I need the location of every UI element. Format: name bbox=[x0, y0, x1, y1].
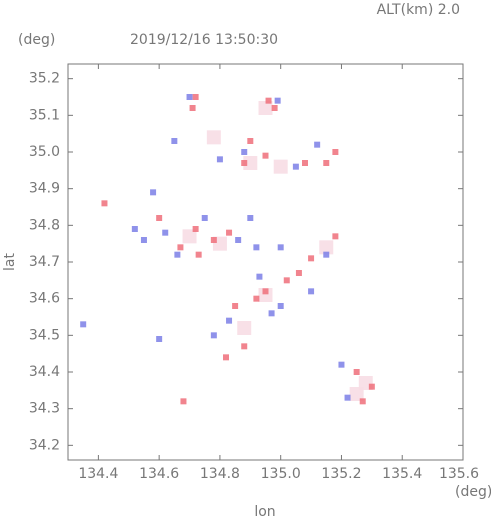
echo-point bbox=[192, 94, 199, 100]
echo-point bbox=[131, 226, 138, 232]
echo-point bbox=[223, 354, 229, 361]
echo-point bbox=[182, 229, 197, 244]
echo-point bbox=[243, 156, 258, 170]
y-tick-label: 34.3 bbox=[29, 401, 60, 417]
echo-point bbox=[258, 288, 273, 302]
echo-point bbox=[80, 321, 87, 328]
echo-point bbox=[332, 233, 339, 240]
echo-point bbox=[140, 237, 147, 243]
echo-point bbox=[235, 237, 242, 243]
x-tick-label: 134.6 bbox=[139, 466, 179, 482]
x-tick-label: 135.0 bbox=[261, 466, 301, 482]
y-tick-label: 34.8 bbox=[29, 217, 60, 233]
echo-point bbox=[186, 94, 193, 100]
y-tick-label: 35.1 bbox=[29, 107, 60, 123]
echo-point bbox=[323, 160, 330, 166]
echo-point bbox=[308, 255, 315, 262]
echo-point bbox=[368, 383, 375, 390]
echo-point bbox=[216, 156, 223, 163]
echo-point bbox=[258, 101, 273, 115]
echo-point bbox=[338, 361, 345, 368]
echo-point bbox=[277, 303, 284, 309]
echo-point bbox=[241, 343, 248, 350]
echo-point bbox=[226, 317, 233, 324]
echo-point bbox=[226, 229, 233, 236]
echo-point bbox=[156, 215, 163, 221]
echo-point bbox=[295, 270, 302, 276]
echo-point bbox=[262, 288, 269, 295]
echo-point bbox=[283, 277, 290, 284]
echo-point bbox=[162, 229, 169, 236]
y-tick-label: 34.7 bbox=[29, 254, 60, 270]
x-tick-label: 134.4 bbox=[78, 466, 118, 482]
echo-point bbox=[174, 251, 181, 258]
echo-point bbox=[237, 321, 252, 335]
echo-point bbox=[277, 244, 284, 251]
echo-point bbox=[344, 394, 351, 401]
echo-point bbox=[253, 244, 260, 251]
echo-point bbox=[232, 303, 239, 309]
x-axis-label: lon bbox=[254, 504, 275, 520]
y-tick-label: 34.4 bbox=[29, 364, 60, 380]
echo-point bbox=[241, 149, 248, 155]
echo-point bbox=[171, 138, 178, 144]
echo-point bbox=[189, 105, 196, 111]
chart-title: 2019/12/16 13:50:30 bbox=[130, 32, 278, 48]
echo-point bbox=[101, 200, 108, 207]
echo-point bbox=[359, 398, 366, 405]
echo-point bbox=[268, 310, 275, 317]
echo-point bbox=[271, 105, 278, 111]
echo-point bbox=[201, 215, 208, 221]
echo-point bbox=[302, 160, 308, 166]
y-tick-label: 34.9 bbox=[29, 181, 60, 197]
echo-point bbox=[349, 387, 364, 401]
echo-point bbox=[206, 130, 221, 145]
echo-point bbox=[156, 336, 163, 342]
x-unit: (deg) bbox=[455, 484, 491, 500]
altitude-label: ALT(km) 2.0 bbox=[377, 2, 460, 18]
x-tick-label: 134.8 bbox=[200, 466, 240, 482]
x-tick-label: 135.6 bbox=[439, 466, 479, 482]
echo-point bbox=[210, 237, 217, 243]
y-axis-label: lat bbox=[2, 253, 18, 271]
y-tick-label: 34.6 bbox=[29, 291, 60, 307]
x-tick-label: 135.2 bbox=[321, 466, 361, 482]
echo-point bbox=[308, 288, 315, 295]
y-tick-label: 34.5 bbox=[29, 327, 60, 343]
echo-point bbox=[253, 295, 260, 302]
echo-point bbox=[180, 398, 187, 405]
echo-point bbox=[192, 226, 199, 232]
x-tick-label: 135.4 bbox=[382, 466, 422, 482]
echo-point bbox=[177, 244, 184, 251]
echo-point bbox=[332, 149, 339, 155]
y-tick-label: 35.0 bbox=[29, 144, 60, 160]
echo-point bbox=[247, 138, 254, 144]
echo-point bbox=[273, 159, 288, 174]
echo-point bbox=[265, 97, 272, 104]
y-unit: (deg) bbox=[18, 32, 55, 48]
y-tick-label: 35.2 bbox=[29, 71, 60, 87]
plot-frame bbox=[67, 63, 464, 461]
echo-point bbox=[319, 240, 334, 255]
echo-point bbox=[210, 332, 217, 339]
echo-point bbox=[292, 163, 299, 170]
echo-point bbox=[323, 251, 330, 258]
echo-point bbox=[247, 215, 254, 221]
echo-point bbox=[241, 160, 248, 166]
echo-point bbox=[353, 369, 360, 375]
echo-point bbox=[262, 152, 269, 159]
echo-point bbox=[256, 273, 263, 280]
echo-point bbox=[150, 189, 157, 196]
echo-point bbox=[195, 251, 202, 258]
echo-point bbox=[314, 141, 321, 148]
y-tick-label: 34.2 bbox=[29, 437, 60, 453]
echo-point bbox=[274, 97, 281, 104]
